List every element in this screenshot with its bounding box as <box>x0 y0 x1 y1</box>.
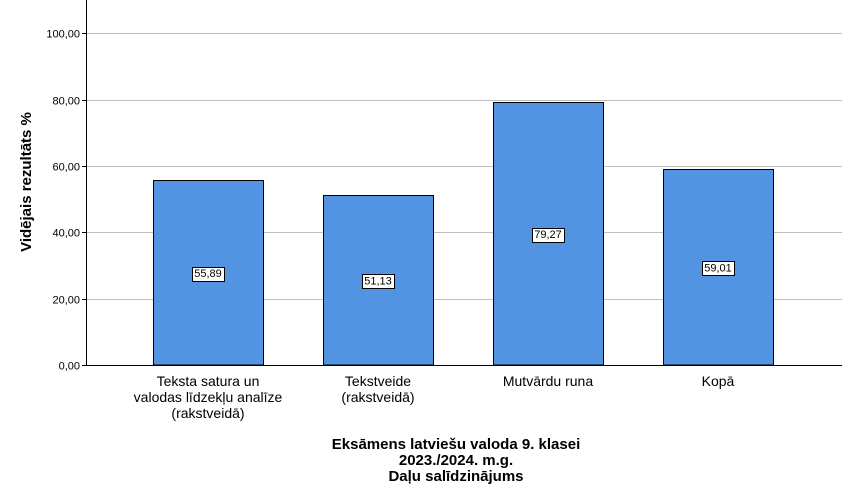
data-label-box <box>362 274 395 289</box>
y-axis-title: Vidējais rezultāts % <box>18 112 35 252</box>
axes <box>82 0 842 366</box>
y-tick-label: 80,00 <box>52 96 80 108</box>
x-axis-title-line: Eksāmens latviešu valoda 9. klasei <box>332 436 580 453</box>
data-label-box <box>532 228 565 243</box>
category-label: (rakstveidā) <box>341 389 414 405</box>
data-label-box <box>702 261 735 276</box>
category-label: Tekstveide <box>345 373 411 389</box>
data-label: 79,27 <box>534 229 562 241</box>
x-axis-title-line: 2023./2024. m.g. <box>399 452 513 469</box>
y-tick-label: 20,00 <box>52 295 80 307</box>
category-label: (rakstveidā) <box>171 405 244 421</box>
y-tick-labels: 0,00 20,00 40,00 60,00 80,00 100,00 <box>46 29 80 373</box>
y-tick-label: 100,00 <box>46 29 80 41</box>
y-tick-label: 0,00 <box>59 361 80 373</box>
data-label: 55,89 <box>194 268 222 280</box>
y-tick-label: 60,00 <box>52 162 80 174</box>
data-label: 51,13 <box>364 275 392 287</box>
category-label: valodas līdzekļu analīze <box>134 389 283 405</box>
bars <box>153 102 774 366</box>
x-axis-title-line: Daļu salīdzinājums <box>388 468 523 485</box>
category-label: Mutvārdu runa <box>503 373 593 389</box>
data-label-box <box>192 267 225 282</box>
data-labels: 55,89 51,13 79,27 59,01 <box>192 228 735 289</box>
category-label: Kopā <box>702 373 735 389</box>
data-label: 59,01 <box>704 262 732 274</box>
x-axis-title: Eksāmens latviešu valoda 9. klasei2023./… <box>332 436 580 485</box>
category-label: Teksta satura un <box>157 373 260 389</box>
y-tick-label: 40,00 <box>52 228 80 240</box>
